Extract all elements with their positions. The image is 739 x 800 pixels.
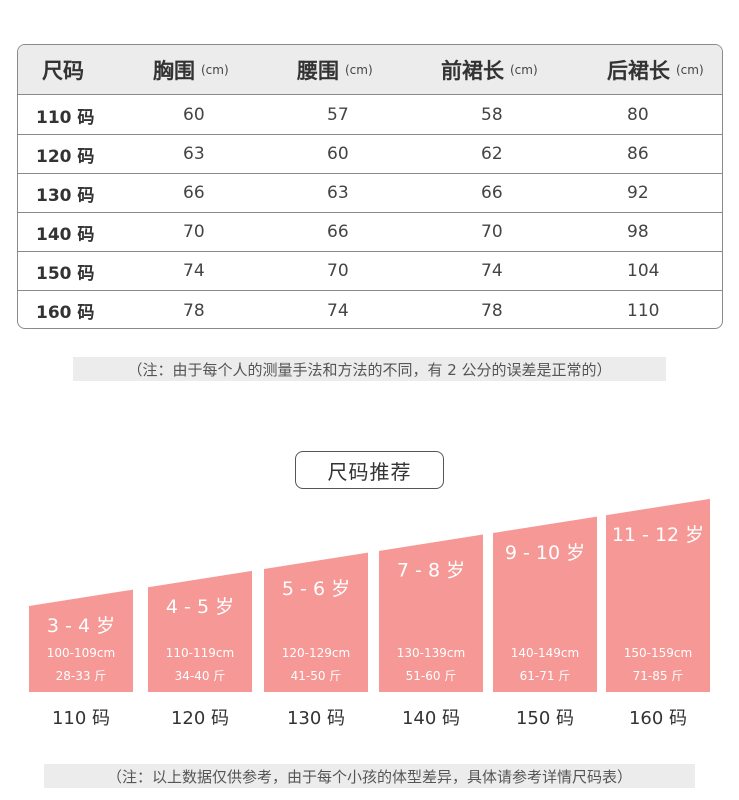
reference-note: （注：以上数据仅供参考，由于每个小孩的体型差异，具体请参考详情尺码表）: [44, 764, 695, 788]
size-cell: 140 码: [36, 224, 95, 245]
weight-range: 51-60 斤: [406, 669, 457, 683]
value-cell: 66: [481, 183, 503, 203]
size-cell: 120 码: [36, 146, 95, 167]
value-cell: 57: [327, 105, 349, 125]
height-range: 150-159cm: [624, 646, 692, 660]
value-cell: 70: [327, 261, 349, 281]
height-range: 110-119cm: [166, 646, 234, 660]
age-bar: [493, 516, 597, 692]
value-cell: 74: [481, 261, 503, 281]
height-range: 130-139cm: [397, 646, 465, 660]
height-range: 100-109cm: [47, 646, 115, 660]
size-label: 150 码: [515, 708, 575, 729]
table-row: 150 码 74 70 74 104: [18, 252, 722, 291]
value-cell: 110: [627, 300, 660, 321]
value-cell: 63: [327, 183, 349, 203]
table-row: 120 码 63 60 62 86: [18, 135, 722, 174]
table-row: 110 码 60 57 58 80: [18, 96, 722, 135]
weight-range: 41-50 斤: [291, 669, 342, 683]
header-chest: 胸围 (cm): [153, 59, 229, 83]
table-row: 130 码 66 63 66 92: [18, 174, 722, 213]
size-cell: 130 码: [36, 185, 95, 206]
age-bar: [606, 498, 710, 692]
size-table: 尺码 胸围 (cm) 腰围 (cm) 前裙长 (cm) 后裙长 (cm) 110 码 60…: [17, 44, 723, 329]
size-cell: 150 码: [36, 263, 95, 284]
value-cell: 70: [481, 222, 503, 242]
header-front-length: 前裙长 (cm): [441, 59, 538, 83]
value-cell: 78: [481, 300, 503, 321]
weight-range: 61-71 斤: [520, 669, 571, 683]
weight-range: 71-85 斤: [633, 669, 684, 683]
table-row: 140 码 70 66 70 98: [18, 213, 722, 252]
age-range: 11 - 12 岁: [612, 524, 704, 546]
age-range: 7 - 8 岁: [397, 560, 465, 582]
value-cell: 74: [183, 261, 205, 281]
weight-range: 34-40 斤: [175, 669, 226, 683]
size-label: 140 码: [401, 708, 461, 729]
value-cell: 66: [327, 222, 349, 242]
value-cell: 60: [183, 105, 205, 125]
size-label: 130 码: [286, 708, 346, 729]
age-range: 4 - 5 岁: [166, 596, 234, 618]
age-bar: [379, 534, 483, 692]
value-cell: 104: [627, 261, 660, 281]
header-waist: 腰围 (cm): [297, 59, 373, 83]
age-range: 5 - 6 岁: [282, 578, 350, 600]
value-cell: 66: [183, 183, 205, 203]
value-cell: 92: [627, 183, 649, 203]
table-row: 160 码 78 74 78 110: [18, 291, 722, 328]
age-range: 9 - 10 岁: [505, 542, 585, 564]
age-range: 3 - 4 岁: [47, 615, 115, 637]
size-cell: 110 码: [36, 107, 95, 128]
age-bar: [148, 570, 252, 692]
weight-range: 28-33 斤: [56, 669, 107, 683]
size-recommendation-chart: 3 - 4 岁 100-109cm 28-33 斤 4 - 5 岁 110-119cm 3…: [29, 498, 710, 692]
value-cell: 74: [327, 300, 349, 321]
value-cell: 86: [627, 144, 649, 164]
value-cell: 60: [327, 144, 349, 164]
size-label: 120 码: [170, 708, 230, 729]
age-bar: [264, 552, 368, 692]
value-cell: 70: [183, 222, 205, 242]
header-back-length: 后裙长 (cm): [607, 59, 704, 83]
value-cell: 98: [627, 222, 649, 242]
height-range: 120-129cm: [282, 646, 350, 660]
age-bar: [29, 589, 133, 692]
value-cell: 62: [481, 144, 503, 164]
recommendation-title: 尺码推荐: [295, 451, 444, 489]
header-size: 尺码: [42, 59, 84, 83]
height-range: 140-149cm: [511, 646, 579, 660]
value-cell: 58: [481, 105, 503, 125]
size-label: 110 码: [51, 708, 111, 729]
value-cell: 63: [183, 144, 205, 164]
value-cell: 78: [183, 300, 205, 321]
table-header: 尺码 胸围 (cm) 腰围 (cm) 前裙长 (cm) 后裙长 (cm): [18, 45, 722, 95]
size-label: 160 码: [628, 708, 688, 729]
value-cell: 80: [627, 105, 649, 125]
measure-note: （注：由于每个人的测量手法和方法的不同，有 2 公分的误差是正常的）: [73, 357, 666, 381]
size-cell: 160 码: [36, 303, 95, 323]
